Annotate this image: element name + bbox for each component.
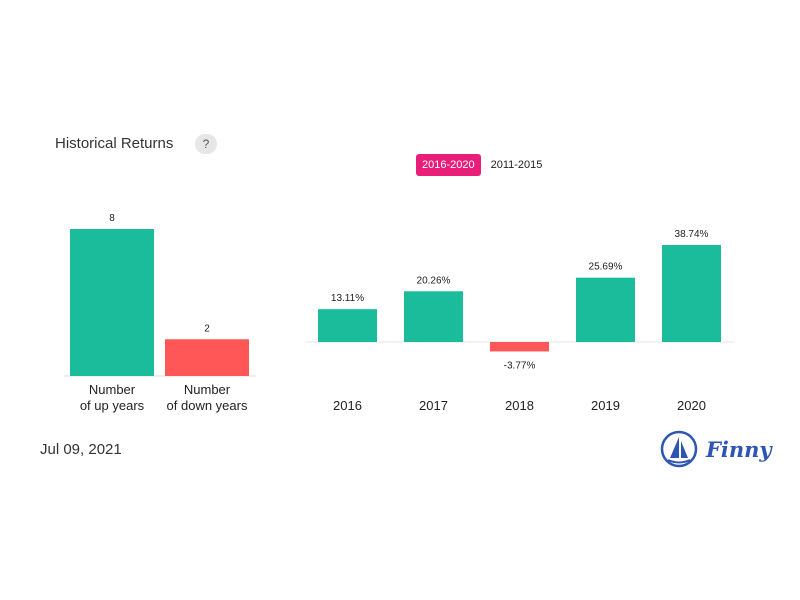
count-category-label: Number — [184, 382, 231, 397]
return-value-label: 38.74% — [675, 229, 709, 240]
brand-name: Finny — [706, 436, 772, 462]
count-category-label: Number — [89, 382, 136, 397]
as-of-date: Jul 09, 2021 — [40, 441, 122, 458]
sailboat-icon — [660, 430, 698, 468]
return-bar — [318, 309, 377, 342]
year-tick-label: 2018 — [505, 398, 534, 413]
year-tick-label: 2020 — [677, 398, 706, 413]
return-value-label: 20.26% — [417, 275, 451, 286]
return-value-label: 13.11% — [331, 293, 364, 304]
count-value-label: 2 — [204, 323, 210, 334]
return-bar — [404, 291, 463, 342]
finny-logo: Finny — [660, 430, 772, 468]
year-tick-label: 2019 — [591, 398, 620, 413]
return-bar — [576, 277, 635, 342]
page-title: Historical Returns — [55, 135, 174, 152]
count-category-label: of up years — [80, 398, 145, 413]
return-value-label: -3.77% — [504, 360, 536, 371]
tab-2016-2020[interactable]: 2016-2020 — [416, 154, 481, 176]
year-tick-label: 2016 — [333, 398, 362, 413]
period-tabs: 2016-2020 2011-2015 — [416, 154, 552, 176]
return-bar — [490, 342, 549, 352]
return-value-label: 25.69% — [589, 262, 623, 273]
year-tick-label: 2017 — [419, 398, 448, 413]
count-value-label: 8 — [109, 213, 115, 224]
return-bar — [662, 245, 721, 342]
count-bar — [165, 339, 249, 376]
help-icon[interactable]: ? — [195, 134, 217, 154]
count-bar — [70, 229, 154, 376]
tab-2011-2015[interactable]: 2011-2015 — [490, 159, 543, 171]
count-category-label: of down years — [167, 398, 248, 413]
